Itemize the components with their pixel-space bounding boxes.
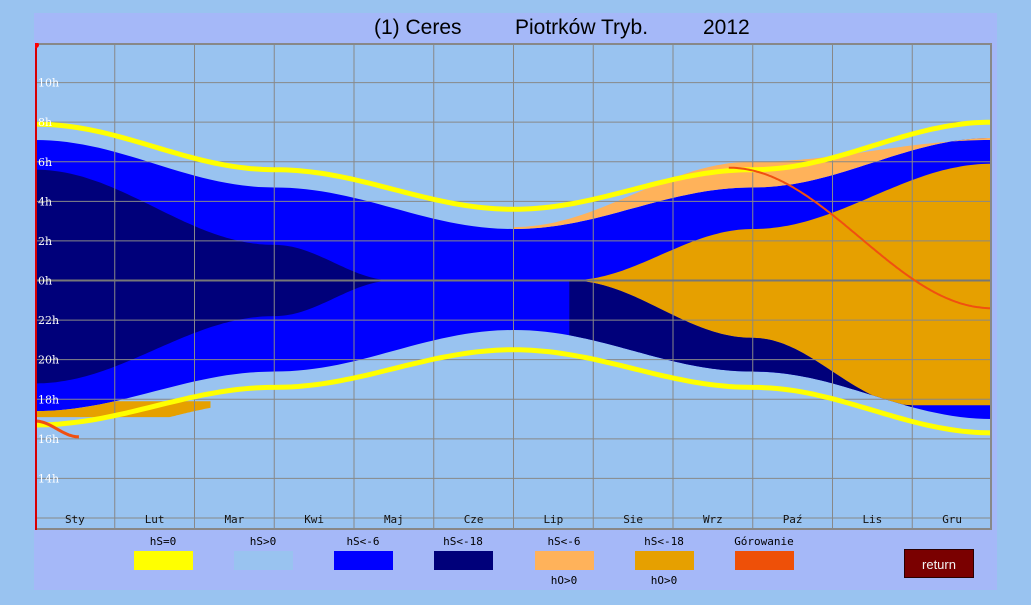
legend-label: hS<-6 <box>547 535 581 548</box>
today-marker-dot <box>35 43 39 48</box>
hour-tick-label: 10h <box>38 77 59 90</box>
month-label: Gru <box>942 513 962 526</box>
legend-swatch <box>134 551 193 570</box>
month-label: Wrz <box>703 513 723 526</box>
plot-area: Sty Lut Mar Kwi Maj Cze Lip Sie Wrz Paź Lis Gru 10h 8… <box>35 43 992 530</box>
month-label: Kwi <box>304 513 324 526</box>
legend-swatch <box>334 551 393 570</box>
hour-tick-label: 18h <box>38 393 59 406</box>
return-button[interactable]: return <box>904 549 974 578</box>
month-label: Sie <box>623 513 643 526</box>
series-sunrise-curve <box>35 119 992 212</box>
title-object: (1) Ceres <box>374 16 462 39</box>
legend-swatch <box>635 551 694 570</box>
series-hS-astronomical-night <box>35 169 394 384</box>
hour-tick-label: 6h <box>38 156 52 169</box>
chart-title: (1) Ceres Piotrków Tryb. 2012 <box>34 13 997 43</box>
month-label: Lis <box>862 513 882 526</box>
hour-tick-label: 2h <box>38 235 52 248</box>
legend: return hS=0 hS>0 hS<-6 hS<-18 hS<-6 hO>0 hS<-1… <box>0 530 1031 605</box>
legend-swatch <box>735 551 794 570</box>
legend-label: hS<-6 <box>346 535 380 548</box>
month-label: Mar <box>224 513 244 526</box>
legend-swatch <box>535 551 594 570</box>
title-year: 2012 <box>703 16 750 39</box>
month-label: Cze <box>464 513 484 526</box>
legend-swatch <box>234 551 293 570</box>
hour-tick-label: 20h <box>38 354 59 367</box>
hour-tick-label: 22h <box>38 314 59 327</box>
hour-tick-label: 4h <box>38 195 52 208</box>
hour-tick-label: 8h <box>38 116 52 129</box>
hour-tick-label: 16h <box>38 433 59 446</box>
month-label: Maj <box>384 513 404 526</box>
visibility-chart: Sty Lut Mar Kwi Maj Cze Lip Sie Wrz Paź Lis Gru 10h 8… <box>35 43 992 530</box>
month-label: Sty <box>65 513 85 526</box>
legend-sublabel: hO>0 <box>650 574 678 587</box>
series-object-dark-late <box>569 163 992 406</box>
legend-label: hS<-18 <box>644 535 684 548</box>
title-place: Piotrków Tryb. <box>515 16 649 39</box>
legend-label: Górowanie <box>734 535 794 548</box>
series-astronomical-late <box>569 280 913 408</box>
legend-label: hS=0 <box>149 535 177 548</box>
hour-tick-label: 14h <box>38 472 59 485</box>
legend-label: hS<-18 <box>443 535 483 548</box>
hour-tick-label: 0h <box>38 275 52 288</box>
month-label: Lip <box>543 513 563 526</box>
series-transit-late <box>728 166 992 310</box>
legend-label: hS>0 <box>249 535 277 548</box>
legend-swatch <box>434 551 493 570</box>
series-transit-early <box>35 419 80 439</box>
legend-sublabel: hO>0 <box>550 574 578 587</box>
month-label: Lut <box>145 513 165 526</box>
series-sunset-curve <box>35 347 992 436</box>
month-label: Paź <box>783 513 803 526</box>
